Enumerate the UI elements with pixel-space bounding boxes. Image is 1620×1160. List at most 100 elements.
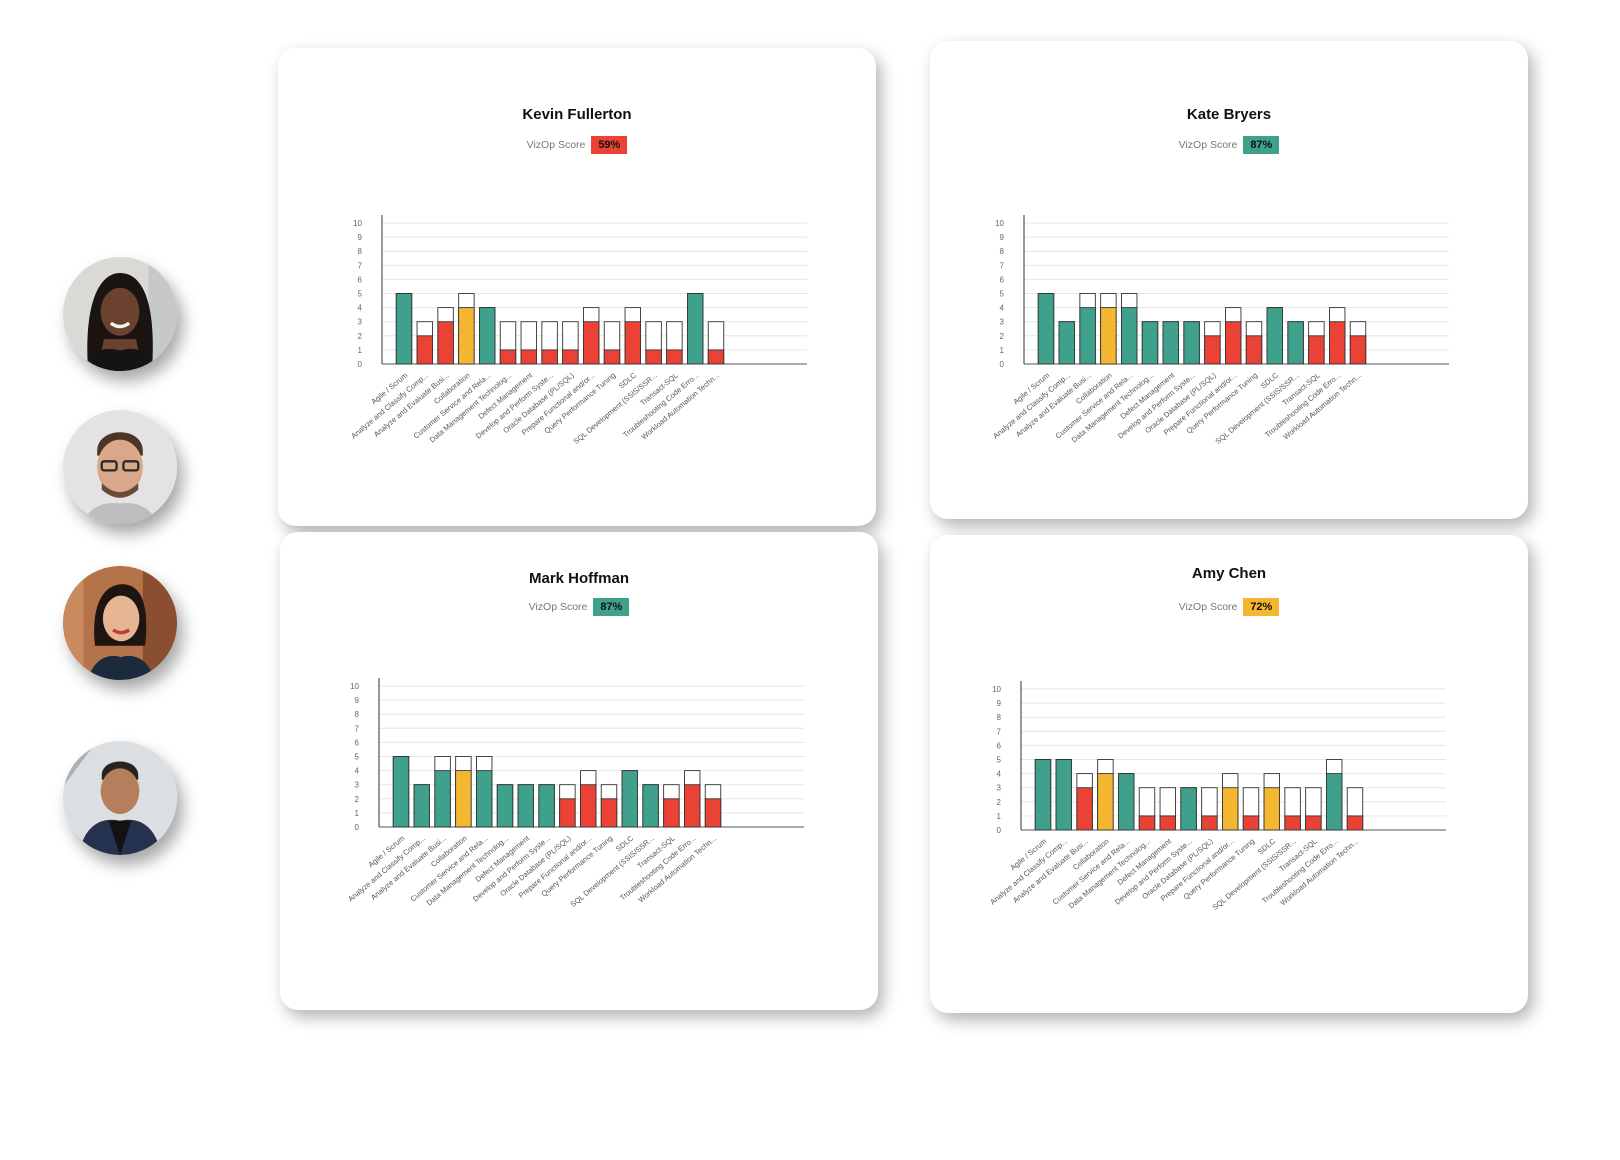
y-tick-label: 7 bbox=[358, 261, 363, 270]
value-bar bbox=[496, 784, 514, 828]
y-tick-label: 1 bbox=[1000, 346, 1005, 355]
portrait-image bbox=[63, 566, 177, 680]
value-bar bbox=[663, 798, 680, 828]
y-tick-label: 6 bbox=[358, 275, 363, 284]
value-bar bbox=[392, 756, 410, 828]
y-tick-label: 4 bbox=[1000, 304, 1005, 313]
value-bar bbox=[1162, 321, 1180, 365]
value-bar bbox=[1225, 321, 1242, 365]
value-bar bbox=[1076, 787, 1093, 831]
avatar-man-jacket[interactable] bbox=[63, 741, 177, 855]
value-bar bbox=[538, 784, 555, 828]
vizop-score: VizOp Score 72% bbox=[930, 598, 1528, 616]
value-bar bbox=[580, 784, 597, 828]
y-tick-label: 7 bbox=[1000, 261, 1005, 270]
value-bar bbox=[1201, 815, 1218, 831]
value-bar bbox=[583, 321, 600, 365]
value-bar bbox=[458, 307, 475, 365]
value-bar bbox=[434, 770, 451, 828]
y-tick-label: 2 bbox=[355, 795, 360, 804]
y-tick-label: 1 bbox=[997, 812, 1002, 821]
value-bar bbox=[666, 349, 683, 365]
value-bar bbox=[707, 349, 725, 365]
y-tick-label: 8 bbox=[358, 247, 363, 256]
y-tick-label: 9 bbox=[355, 696, 360, 705]
avatar-man-glasses[interactable] bbox=[63, 410, 177, 524]
score-label: VizOp Score bbox=[1178, 139, 1238, 151]
skill-card-4: Amy Chen VizOp Score 72% 0 1 2 3 4 5 6 7 8 9 10 Agi… bbox=[930, 535, 1528, 1013]
score-badge: 72% bbox=[1243, 598, 1280, 616]
value-bar bbox=[624, 321, 641, 365]
y-tick-label: 7 bbox=[997, 727, 1002, 736]
value-bar bbox=[1263, 787, 1280, 831]
y-tick-label: 8 bbox=[355, 710, 360, 719]
y-tick-label: 2 bbox=[1000, 332, 1005, 341]
value-bar bbox=[1266, 307, 1283, 365]
y-tick-label: 3 bbox=[997, 784, 1002, 793]
y-tick-label: 10 bbox=[353, 219, 362, 228]
skill-card-2: Kate Bryers VizOp Score 87% 0 1 2 3 4 5 6 7 8 9 10… bbox=[930, 41, 1528, 519]
value-bar bbox=[395, 293, 413, 365]
value-bar bbox=[1058, 321, 1076, 365]
value-bar bbox=[517, 784, 535, 828]
value-bar bbox=[1034, 759, 1052, 831]
y-tick-label: 6 bbox=[355, 738, 360, 747]
y-tick-label: 10 bbox=[995, 219, 1004, 228]
y-tick-label: 3 bbox=[355, 781, 360, 790]
value-bar bbox=[1349, 335, 1367, 365]
value-bar bbox=[437, 321, 454, 365]
y-tick-label: 1 bbox=[358, 346, 363, 355]
y-tick-label: 10 bbox=[350, 682, 359, 691]
y-tick-label: 0 bbox=[358, 360, 363, 369]
value-bar bbox=[603, 349, 621, 365]
y-tick-label: 5 bbox=[355, 753, 360, 762]
y-tick-label: 3 bbox=[358, 318, 363, 327]
score-label: VizOp Score bbox=[1178, 601, 1238, 613]
y-tick-label: 4 bbox=[355, 767, 360, 776]
value-bar bbox=[1308, 335, 1325, 365]
card-title: Mark Hoffman bbox=[528, 570, 629, 587]
skill-card-1: Kevin Fullerton VizOp Score 59% 0 1 2 3 4 5 6 7… bbox=[278, 48, 876, 526]
y-tick-label: 2 bbox=[997, 798, 1002, 807]
y-tick-label: 4 bbox=[997, 770, 1002, 779]
value-bar bbox=[687, 293, 704, 365]
y-tick-label: 2 bbox=[358, 332, 363, 341]
value-bar bbox=[499, 349, 517, 365]
y-tick-label: 7 bbox=[355, 724, 360, 733]
value-bar bbox=[1222, 787, 1239, 831]
value-bar bbox=[1346, 815, 1364, 831]
skill-card-3: Mark Hoffman VizOp Score 87% 0 1 2 3 4 5 6 7 8 9 1… bbox=[280, 532, 878, 1010]
y-tick-label: 1 bbox=[355, 809, 360, 818]
score-badge: 59% bbox=[591, 136, 628, 154]
value-bar bbox=[1097, 773, 1114, 831]
value-bar bbox=[1138, 815, 1156, 831]
portrait-image bbox=[63, 410, 177, 524]
y-tick-label: 3 bbox=[1000, 318, 1005, 327]
y-tick-label: 0 bbox=[997, 826, 1002, 835]
y-tick-label: 8 bbox=[997, 713, 1002, 722]
y-tick-label: 9 bbox=[1000, 233, 1005, 242]
value-bar bbox=[520, 349, 538, 365]
value-bar bbox=[1242, 815, 1260, 831]
value-bar bbox=[1117, 773, 1135, 831]
value-bar bbox=[645, 349, 662, 365]
value-bar bbox=[1079, 307, 1096, 365]
vizop-score: VizOp Score 87% bbox=[280, 598, 878, 616]
y-tick-label: 0 bbox=[355, 823, 360, 832]
value-bar bbox=[1204, 335, 1221, 365]
y-tick-label: 6 bbox=[997, 741, 1002, 750]
value-bar bbox=[684, 784, 701, 828]
y-tick-label: 5 bbox=[358, 290, 363, 299]
value-bar bbox=[1305, 815, 1322, 831]
avatar-woman-asian[interactable] bbox=[63, 566, 177, 680]
value-bar bbox=[600, 798, 618, 828]
y-tick-label: 5 bbox=[997, 756, 1002, 765]
avatar-woman-braids[interactable] bbox=[63, 257, 177, 371]
value-bar bbox=[1326, 773, 1343, 831]
value-bar bbox=[642, 784, 659, 828]
y-tick-label: 10 bbox=[992, 685, 1001, 694]
y-tick-label: 0 bbox=[1000, 360, 1005, 369]
